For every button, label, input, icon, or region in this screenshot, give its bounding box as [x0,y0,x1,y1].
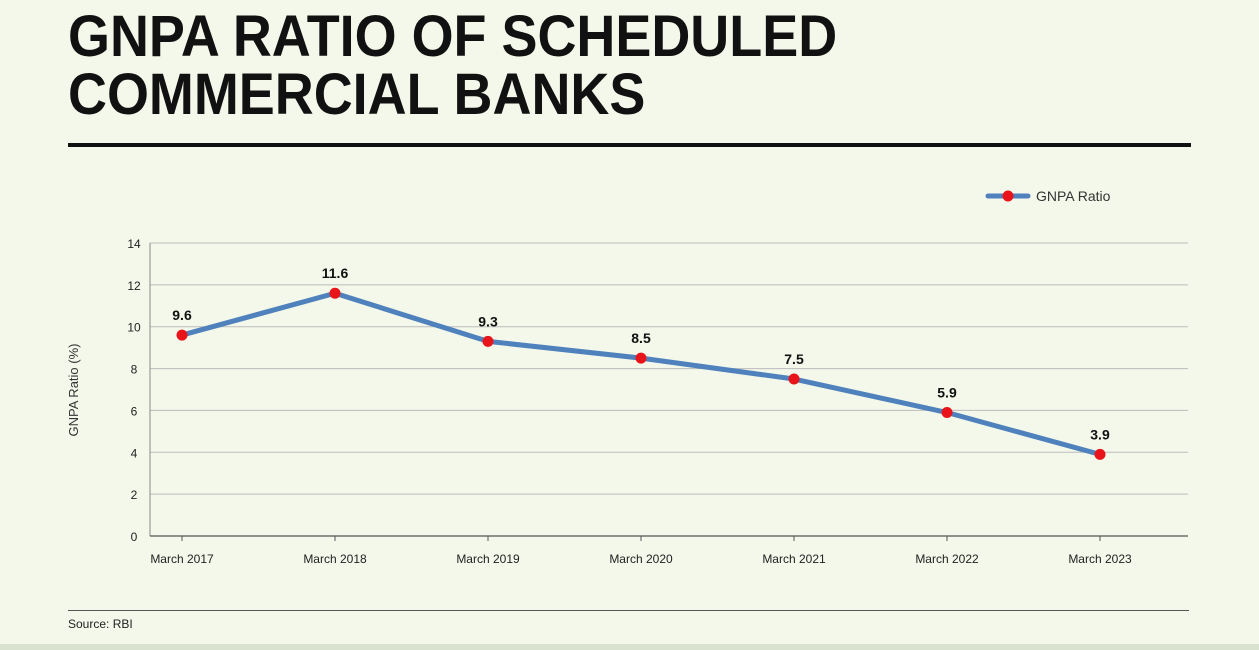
data-point-4 [788,373,800,385]
series-line-0 [179,290,1103,457]
data-label-6: 3.9 [1090,426,1110,442]
y-tick-label-8: 8 [131,363,138,377]
data-label-2: 9.3 [478,313,498,329]
grid-lines [150,242,1188,495]
x-tick-label-5: March 2022 [915,552,979,566]
data-label-0: 9.6 [172,307,192,323]
y-tick-label-2: 2 [131,488,138,502]
series [176,287,1106,460]
y-tick-label-6: 6 [131,404,138,418]
x-tick-label-2: March 2019 [456,552,520,566]
y-axis-title: GNPA Ratio (%) [66,344,81,437]
title-line-1: GNPA RATIO OF SCHEDULED [68,4,838,69]
y-tick-label-0: 0 [131,530,138,544]
data-labels: 9.6 11.6 9.3 8.5 7.5 5.9 3.9 [172,265,1110,442]
data-point-1 [329,287,341,299]
x-tick-label-0: March 2017 [150,552,214,566]
data-label-3: 8.5 [631,330,651,346]
source-note: Source: RBI [68,617,133,631]
title-line-2: COMMERCIAL BANKS [68,62,646,127]
data-label-5: 5.9 [937,385,957,401]
data-point-2 [482,335,494,347]
data-label-4: 7.5 [784,351,804,367]
y-tick-label-4: 4 [131,446,138,460]
data-point-5 [941,407,953,419]
data-point-0 [176,329,188,341]
axes: 0 2 4 6 8 10 12 14 March 2017 March 2018 March 201… [66,237,1188,566]
data-point-3 [635,352,647,364]
footer-rule [68,610,1189,611]
x-tick-label-6: March 2023 [1068,552,1132,566]
y-tick-label-14: 14 [127,237,141,251]
data-point-6 [1094,448,1106,460]
legend: GNPA Ratio [985,188,1111,204]
legend-marker [1002,190,1014,202]
x-tick-label-1: March 2018 [303,552,367,566]
title-rule [68,143,1191,147]
data-label-1: 11.6 [322,265,349,281]
page-title: GNPA RATIO OF SCHEDULED COMMERCIAL BANKS [68,8,837,124]
x-tick-label-3: March 2020 [609,552,673,566]
y-tick-label-10: 10 [127,321,141,335]
y-tick-label-12: 12 [127,279,141,293]
x-tick-label-4: March 2021 [762,552,826,566]
legend-label: GNPA Ratio [1036,188,1111,204]
